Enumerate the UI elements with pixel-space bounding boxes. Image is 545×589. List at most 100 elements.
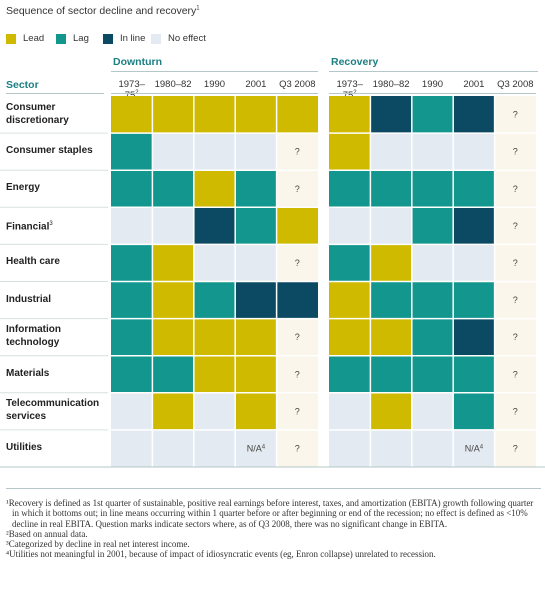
- cell-unknown-mark: ?: [513, 184, 518, 194]
- row-label-line: Industrial: [6, 293, 52, 305]
- cell-downturn: [152, 355, 194, 393]
- cell-recovery: [494, 392, 536, 430]
- row-label-line: Financial: [6, 221, 50, 233]
- cell-unknown-mark: ?: [513, 110, 518, 120]
- cell-recovery: [453, 207, 495, 245]
- cell-downturn: [152, 244, 194, 282]
- cell-unknown-mark: ?: [295, 184, 300, 194]
- cell-recovery: [453, 133, 495, 171]
- row-label-energy: Energy: [6, 181, 40, 194]
- cell-downturn: [235, 96, 277, 134]
- cell-recovery: [494, 281, 536, 319]
- cell-downturn: [152, 96, 194, 134]
- cell-downturn: [193, 133, 236, 171]
- cell-unknown-mark: ?: [295, 369, 300, 379]
- cell-downturn: [111, 207, 153, 245]
- cell-recovery: [411, 355, 454, 393]
- row-label-line: services: [6, 411, 47, 423]
- col-header-downturn-4: 2001: [236, 79, 276, 90]
- cell-recovery: [411, 318, 454, 356]
- col-header-label: Q3 2008: [279, 79, 316, 90]
- col-header-label: 1980–82: [372, 79, 410, 90]
- cell-downturn: [152, 318, 194, 356]
- footnote-4: ⁴Utilities not meaningful in 2001, becau…: [6, 549, 436, 560]
- cell-recovery: [329, 318, 371, 356]
- row-label-materials: Materials: [6, 367, 49, 380]
- footnotes: ¹Recovery is defined as 1st quarter of s…: [6, 498, 536, 560]
- cell-unknown-mark: ?: [513, 295, 518, 305]
- row-label-line: technology: [6, 337, 60, 349]
- col-header-recovery-2: 1980–82: [371, 79, 411, 90]
- col-header-recovery-4: 2001: [454, 79, 494, 90]
- cell-recovery: [329, 429, 371, 467]
- cell-downturn: [235, 318, 277, 356]
- cell-recovery: [453, 244, 495, 282]
- cell-downturn: [152, 392, 194, 430]
- row-label-telecommunication-services: Telecommunication services: [6, 397, 99, 423]
- cell-na-note: 4: [480, 444, 484, 450]
- legend-label-lag: Lag: [73, 33, 89, 44]
- cell-downturn: [276, 392, 318, 430]
- cell-downturn: [276, 207, 318, 245]
- cell-downturn: [111, 96, 153, 134]
- footnote-2: ²Based on annual data.: [6, 528, 88, 539]
- legend-swatch-no-effect: [151, 34, 161, 44]
- cell-downturn: [276, 429, 318, 467]
- col-header-label: 2001: [463, 79, 485, 90]
- cell-recovery: [494, 318, 536, 356]
- cell-unknown-mark: ?: [295, 443, 300, 453]
- cell-recovery: [329, 355, 371, 393]
- cell-downturn: [111, 281, 153, 319]
- chart-title: Sequence of sector decline and recovery1: [6, 5, 200, 17]
- cell-downturn: [193, 355, 236, 393]
- cell-downturn: [235, 133, 277, 171]
- row-label-line: Information: [6, 324, 61, 336]
- legend-swatch-lead: [6, 34, 16, 44]
- cell-recovery: [453, 318, 495, 356]
- col-header-label: 1990: [421, 79, 444, 90]
- legend-label-inline: In line: [120, 33, 146, 44]
- cell-downturn: [111, 133, 153, 171]
- cell-downturn: [276, 170, 318, 208]
- cell-recovery: [453, 281, 495, 319]
- row-label-line: Consumer: [6, 101, 56, 113]
- row-label-line: Consumer staples: [6, 145, 93, 157]
- row-label-financial: Financial3: [6, 218, 53, 233]
- cell-downturn: [235, 244, 277, 282]
- cell-downturn: [111, 244, 153, 282]
- col-header-label: 2001: [245, 79, 267, 90]
- row-label-line: Materials: [6, 367, 50, 379]
- footnote-3: ³Categorized by decline in real net inte…: [6, 539, 190, 550]
- cell-downturn: [193, 96, 236, 134]
- footnote-rule: [6, 488, 541, 489]
- col-header-downturn-5: Q3 2008: [277, 79, 317, 90]
- cell-unknown-mark: ?: [295, 406, 300, 416]
- cell-recovery: [411, 133, 454, 171]
- col-header-label: 1973–75: [118, 79, 145, 102]
- cell-unknown-mark: ?: [513, 443, 518, 453]
- cell-na-label: N/A4: [247, 443, 266, 453]
- footnote-1: ¹Recovery is defined as 1st quarter of s…: [6, 498, 534, 529]
- cell-unknown-mark: ?: [513, 147, 518, 157]
- cell-downturn: [111, 170, 153, 208]
- heatmap-grid: ?????????????? ? N/A4? N/A4?: [0, 93, 545, 468]
- cell-downturn: [111, 392, 153, 430]
- col-header-downturn-3: 1990: [195, 79, 235, 90]
- cell-recovery: [494, 244, 536, 282]
- cell-recovery: [494, 96, 536, 134]
- cell-recovery: [329, 96, 371, 134]
- cell-downturn: [111, 429, 153, 467]
- cell-unknown-mark: ?: [295, 258, 300, 268]
- cell-unknown-mark: ?: [513, 258, 518, 268]
- cell-recovery: [370, 207, 412, 245]
- row-label-health-care: Health care: [6, 255, 60, 268]
- col-header-recovery-5: Q3 2008: [495, 79, 535, 90]
- cell-downturn: [276, 318, 318, 356]
- cell-recovery: [329, 170, 371, 208]
- cell-unknown-mark: ?: [513, 221, 518, 231]
- cell-recovery: [370, 170, 412, 208]
- cell-downturn: [193, 170, 236, 208]
- cell-downturn: [152, 429, 194, 467]
- cell-downturn: [152, 133, 194, 171]
- group-title-recovery: Recovery: [331, 56, 379, 68]
